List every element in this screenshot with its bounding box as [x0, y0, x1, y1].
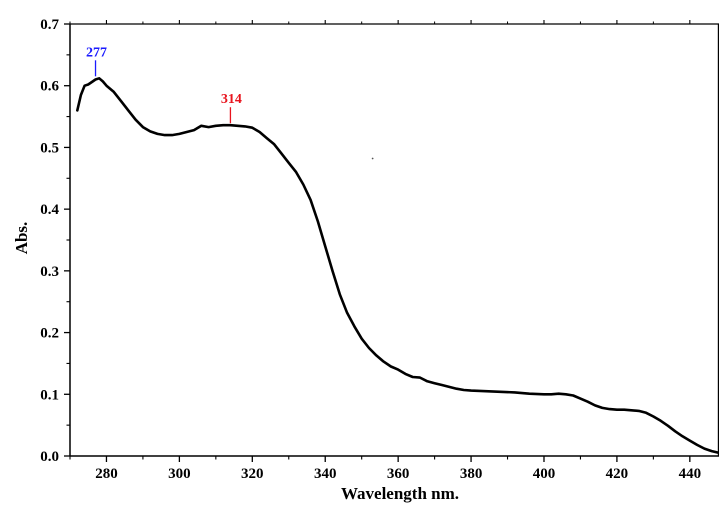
y-axis-title: Abs.: [12, 222, 31, 255]
y-tick-label: 0.3: [40, 264, 59, 280]
axes: [69, 23, 719, 457]
x-tick-labels: 280 300 320 340 360 380 400 420 440: [95, 466, 701, 482]
y-tick-label: 0.2: [40, 326, 59, 342]
y-tick-label: 0.4: [40, 202, 59, 218]
stray-point: [371, 157, 374, 160]
x-tick-label: 300: [168, 466, 191, 482]
x-tick-label: 320: [241, 466, 264, 482]
y-tick-labels: 0.0 0.1 0.2 0.3 0.4 0.5 0.6 0.7: [40, 17, 59, 465]
y-tick-label: 0.7: [40, 17, 59, 33]
x-tick-label: 400: [533, 466, 556, 482]
y-tick-label: 0.1: [40, 387, 59, 403]
x-tick-label: 380: [460, 466, 483, 482]
x-axis-title: Wavelength nm.: [341, 484, 459, 503]
peak-annotations: 277 314: [86, 45, 242, 124]
y-tick-label: 0.6: [40, 79, 59, 95]
peak-label: 277: [86, 45, 107, 60]
x-tick-label: 360: [387, 466, 410, 482]
x-tick-label: 280: [95, 466, 118, 482]
peak-label: 314: [221, 92, 242, 107]
x-tick-label: 440: [679, 466, 702, 482]
axis-ticks: [64, 20, 691, 462]
x-tick-label: 340: [314, 466, 337, 482]
stray-points: [371, 157, 374, 160]
y-tick-label: 0.5: [40, 140, 59, 156]
x-tick-label: 420: [606, 466, 629, 482]
absorbance-curve: [76, 77, 719, 455]
y-tick-label: 0.0: [40, 449, 59, 465]
